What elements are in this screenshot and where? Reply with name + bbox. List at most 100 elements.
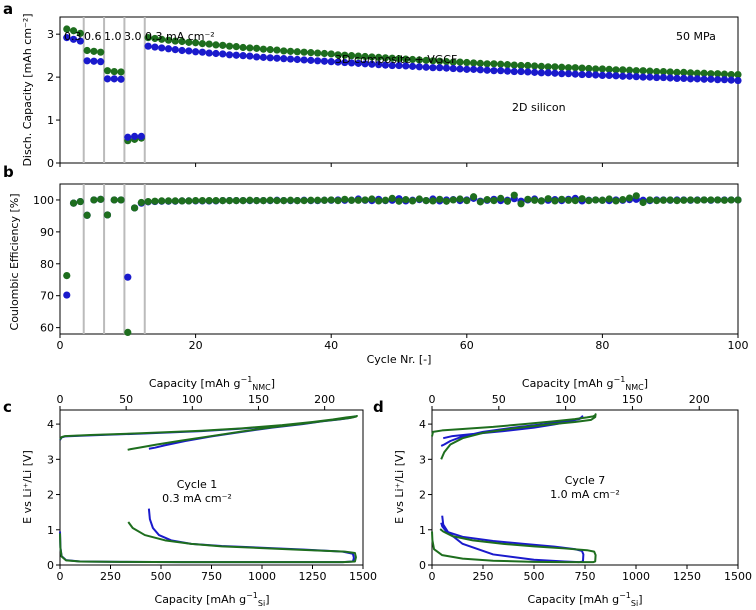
- panel-d-top-xlabel: Capacity [mAh g−1NMC]: [522, 375, 648, 392]
- data-point: [130, 204, 139, 212]
- data-point: [320, 57, 329, 65]
- data-point: [592, 71, 600, 79]
- data-point: [192, 197, 200, 205]
- data-point: [354, 52, 362, 60]
- data-point: [727, 196, 735, 204]
- panel-b-points: [63, 191, 742, 336]
- y-tick-label: 90: [40, 226, 54, 239]
- data-point: [707, 75, 715, 83]
- data-point: [327, 196, 335, 204]
- data-point: [720, 76, 729, 84]
- data-point: [124, 273, 132, 281]
- data-point: [571, 197, 579, 205]
- data-point: [551, 63, 559, 71]
- voltage-curve: [440, 415, 584, 447]
- data-point: [239, 52, 247, 60]
- data-point: [408, 62, 417, 70]
- data-point: [300, 197, 308, 205]
- panel-d-rate: 1.0 mA cm⁻²: [550, 488, 620, 501]
- data-point: [537, 62, 545, 70]
- data-point: [497, 60, 505, 68]
- data-point: [571, 64, 579, 72]
- data-point: [456, 195, 464, 203]
- data-point: [544, 195, 552, 203]
- y-tick-label: 2: [47, 71, 54, 84]
- data-point: [558, 70, 566, 78]
- data-point: [76, 37, 84, 45]
- data-point: [456, 65, 464, 73]
- data-point: [476, 66, 484, 74]
- data-point: [205, 49, 213, 57]
- data-point: [490, 60, 498, 68]
- data-point: [293, 197, 301, 205]
- data-point: [551, 69, 559, 77]
- x-tick-label: 1250: [299, 570, 327, 583]
- data-point: [517, 61, 525, 70]
- data-point: [646, 196, 654, 204]
- data-point: [571, 70, 579, 78]
- data-point: [171, 46, 179, 54]
- data-point: [673, 74, 681, 83]
- y-tick-label: 0: [419, 559, 426, 572]
- data-point: [463, 58, 471, 67]
- y-tick-label: 100: [33, 194, 54, 207]
- data-point: [720, 70, 729, 78]
- data-point: [402, 196, 410, 204]
- data-point: [686, 196, 695, 204]
- panel-a: a 0 1 2 3 Disch. Capacity [mAh cm⁻²] 0.3 0.…: [3, 0, 742, 170]
- rate-label-1: 0.6: [84, 30, 102, 43]
- data-point: [483, 196, 491, 204]
- x2-tick-label: 150: [622, 393, 643, 406]
- data-point: [422, 197, 430, 205]
- panel-a-points: [63, 25, 742, 145]
- data-point: [605, 71, 613, 79]
- data-point: [320, 49, 329, 58]
- data-point: [422, 63, 430, 71]
- x-tick-label: 750: [575, 570, 596, 583]
- data-point: [632, 67, 640, 75]
- data-point: [83, 57, 91, 65]
- data-point: [537, 197, 545, 205]
- data-point: [531, 62, 539, 70]
- x-tick-label: 750: [201, 570, 222, 583]
- panel-a-ylabel: Disch. Capacity [mAh cm⁻²]: [21, 13, 34, 166]
- data-point: [429, 197, 437, 205]
- data-point: [69, 27, 78, 35]
- y-tick-label: 0: [47, 157, 54, 170]
- data-point: [659, 67, 668, 76]
- data-point: [483, 66, 491, 74]
- data-point: [137, 198, 145, 207]
- data-point: [598, 196, 607, 204]
- data-point: [354, 59, 362, 67]
- data-point: [449, 196, 457, 204]
- panel-d-curves: [431, 413, 597, 564]
- data-point: [592, 196, 600, 204]
- data-point: [124, 328, 132, 336]
- data-point: [76, 29, 84, 37]
- data-point: [300, 56, 308, 64]
- y-tick-label: 3: [47, 453, 54, 466]
- data-point: [286, 47, 295, 55]
- voltage-curve: [431, 413, 597, 460]
- data-point: [307, 56, 315, 64]
- data-point: [212, 197, 220, 205]
- data-point: [266, 196, 274, 204]
- data-point: [368, 195, 376, 203]
- data-point: [253, 53, 261, 61]
- panel-b-label: b: [3, 163, 14, 181]
- data-point: [408, 55, 417, 64]
- data-point: [110, 67, 118, 76]
- data-point: [83, 211, 91, 219]
- data-point: [314, 57, 322, 65]
- x-tick-label: 60: [460, 339, 474, 352]
- x-tick-label: 250: [100, 570, 121, 583]
- x-tick-label: 500: [151, 570, 172, 583]
- data-point: [63, 272, 71, 280]
- data-point: [415, 56, 423, 64]
- data-point: [503, 61, 512, 69]
- rate-label-2: 1.0: [104, 30, 122, 43]
- panel-b-rate-separators: [82, 184, 146, 334]
- data-point: [158, 44, 166, 52]
- data-point: [734, 196, 742, 204]
- data-point: [524, 61, 532, 70]
